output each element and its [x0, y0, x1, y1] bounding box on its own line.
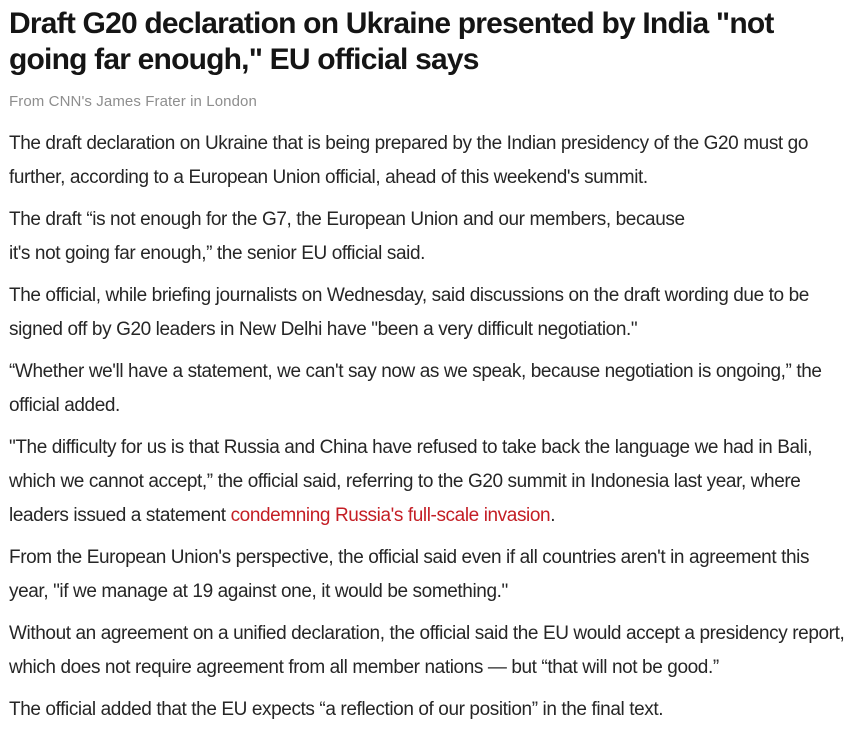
- article-paragraph: The draft “is not enough for the G7, the…: [9, 209, 685, 264]
- article-paragraph: “Whether we'll have a statement, we can'…: [9, 361, 822, 416]
- article-paragraph: From the European Union's perspective, t…: [9, 547, 810, 602]
- article-paragraph: "The difficulty for us is that Russia an…: [9, 431, 845, 533]
- paragraph-text-before-link: "The difficulty for us is that Russia an…: [9, 437, 813, 526]
- paragraph-text-after-link: .: [550, 505, 556, 526]
- article-headline: Draft G20 declaration on Ukraine present…: [9, 7, 774, 76]
- inline-text-link[interactable]: condemning Russia's full-scale invasion: [230, 505, 551, 526]
- article-paragraph: The official, while briefing journalists…: [9, 285, 809, 340]
- article-paragraph: The draft declaration on Ukraine that is…: [9, 133, 809, 188]
- article-byline: From CNN's James Frater in London: [9, 93, 257, 110]
- article-body: The draft declaration on Ukraine that is…: [9, 127, 845, 727]
- article-paragraph: Without an agreement on a unified declar…: [9, 623, 845, 678]
- article-paragraph: The official added that the EU expects “…: [9, 699, 664, 720]
